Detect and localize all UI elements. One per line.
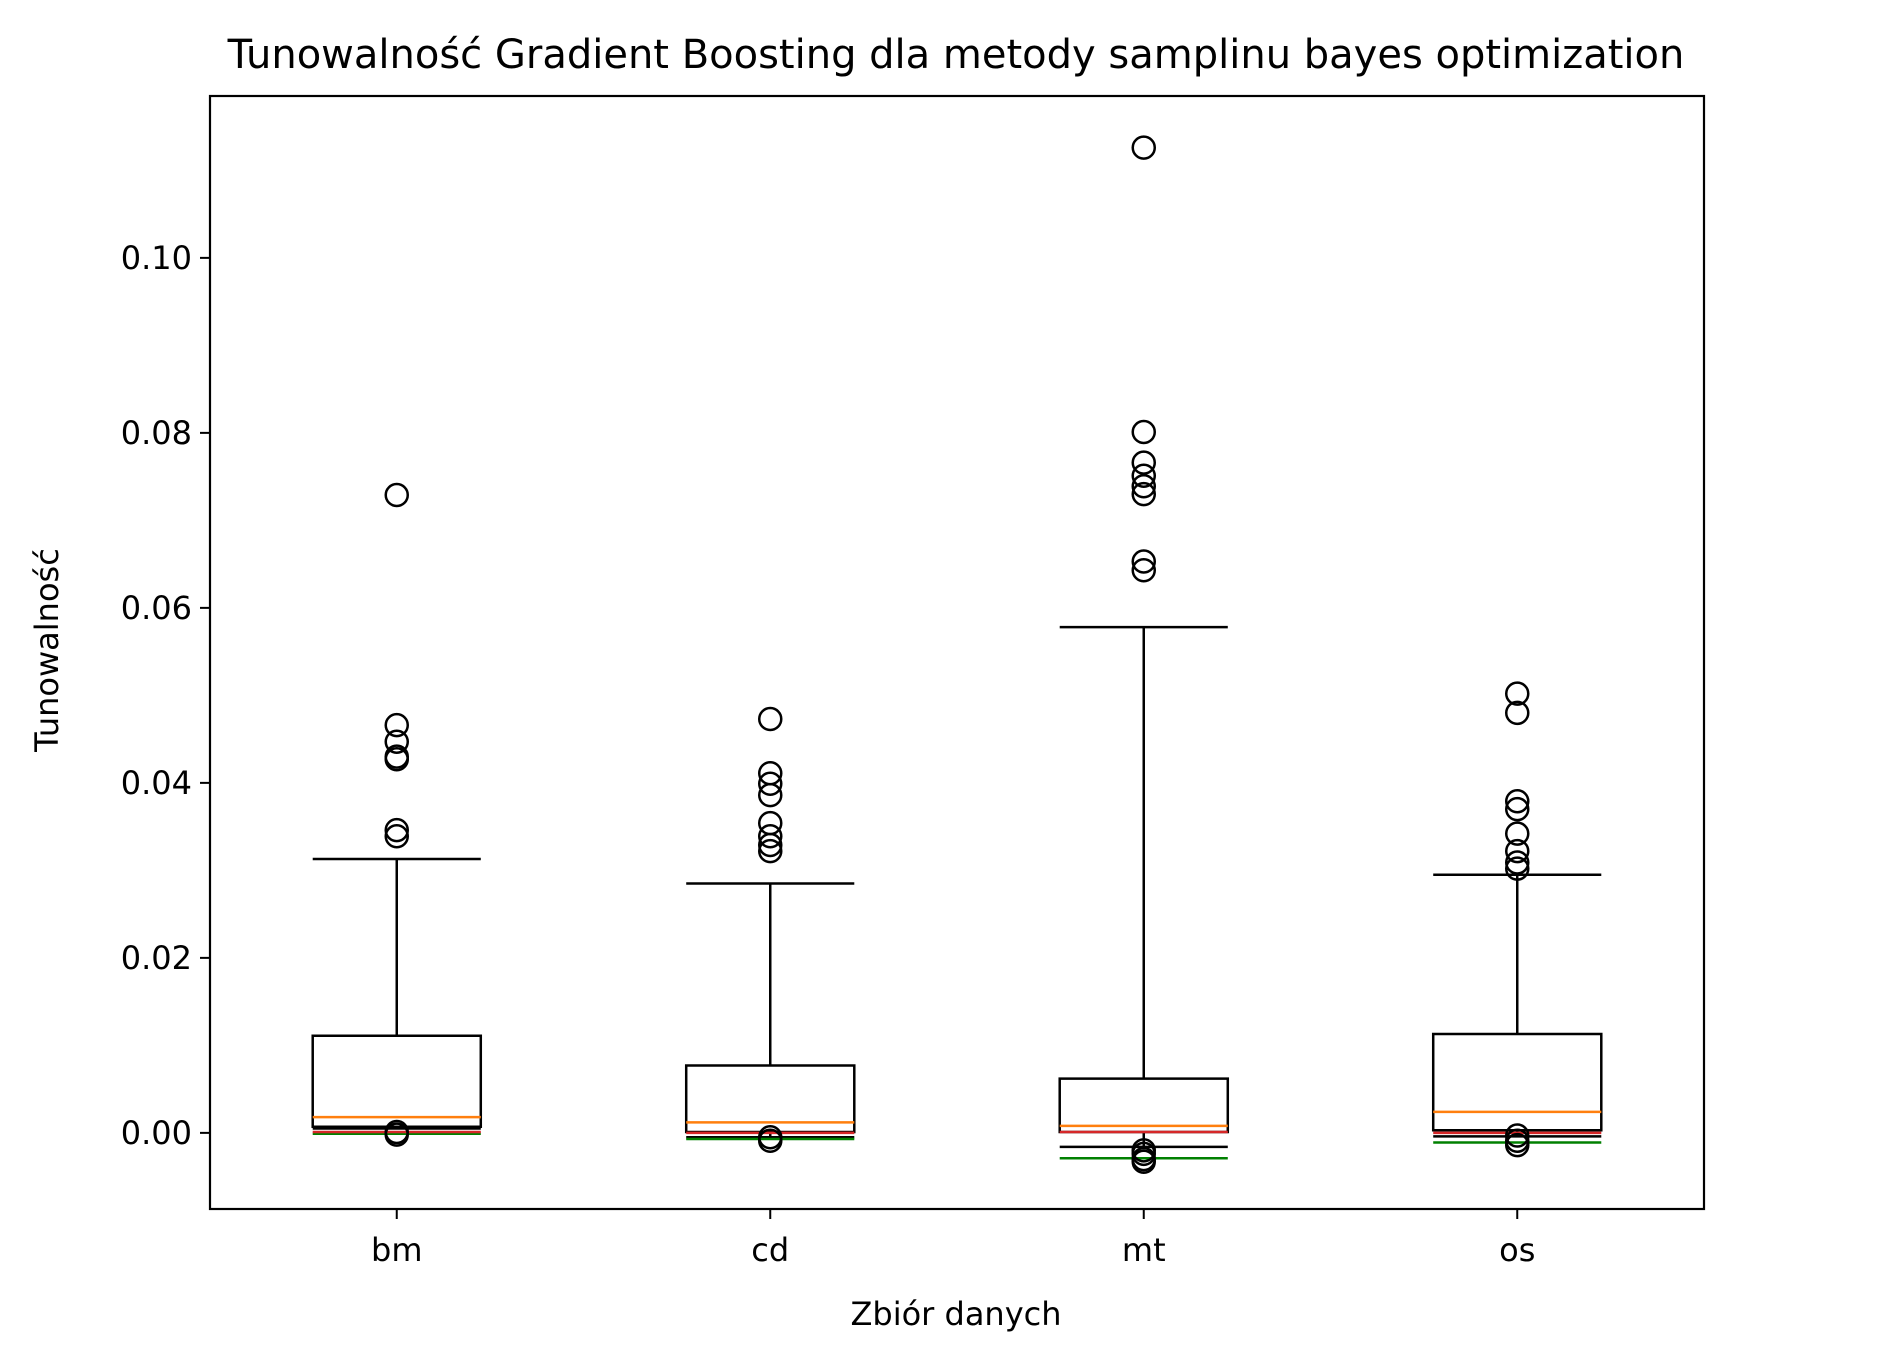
x-tick-label: bm [371,1231,422,1269]
x-axis-label: Zbiór danych [850,1295,1061,1333]
x-tick-label: mt [1122,1231,1166,1269]
outlier-point [384,729,409,754]
y-tick-label: 0.06 [121,589,192,627]
plot-area-frame [208,94,1706,1211]
outlier-point [1505,856,1530,881]
outlier-point [1505,681,1530,706]
outlier-point [1505,789,1530,814]
outlier-point [758,782,783,808]
outlier-point [1505,821,1530,846]
outlier-point [758,706,783,732]
plot-layer: 0.00 0.02 0.04 0.06 0.08 0.10 bm cd mt os [121,135,1603,1269]
outlier-point [384,482,409,508]
y-tick-label: 0.08 [121,414,192,452]
outlier-point [758,824,783,849]
outlier-point [758,838,783,864]
outlier-point [1505,838,1530,864]
outlier-point [1131,419,1156,445]
outlier-point [758,1128,783,1153]
y-axis-label: Tunowalność [28,548,66,753]
y-tick-label: 0.02 [121,939,192,977]
outlier-point [1131,474,1156,499]
outlier-point [1131,1149,1156,1174]
outlier-point [384,817,409,843]
outlier-point [1131,549,1156,574]
outlier-point [1131,463,1156,488]
outlier-point [1131,558,1156,583]
x-tick-label: os [1499,1231,1535,1269]
outlier-point [384,747,409,772]
outlier-point [1505,796,1530,822]
chart-title: Tunowalność Gradient Boosting dla metody… [227,32,1685,78]
outlier-point [1131,135,1156,160]
outlier-point [384,712,409,738]
outlier-point [1131,481,1156,507]
y-tick-label: 0.04 [121,764,192,802]
outlier-point [758,771,783,796]
outlier-point [384,1122,409,1147]
y-tick-label: 0.00 [121,1114,192,1152]
x-tick-label: cd [751,1231,789,1269]
outlier-point [1505,700,1530,726]
outlier-point [758,832,783,858]
box-iqr [311,1034,483,1128]
outlier-point [1131,450,1156,475]
outlier-point [1505,1132,1530,1158]
outlier-point [384,824,409,849]
outlier-point [1505,850,1530,875]
y-tick-label: 0.10 [121,239,192,277]
